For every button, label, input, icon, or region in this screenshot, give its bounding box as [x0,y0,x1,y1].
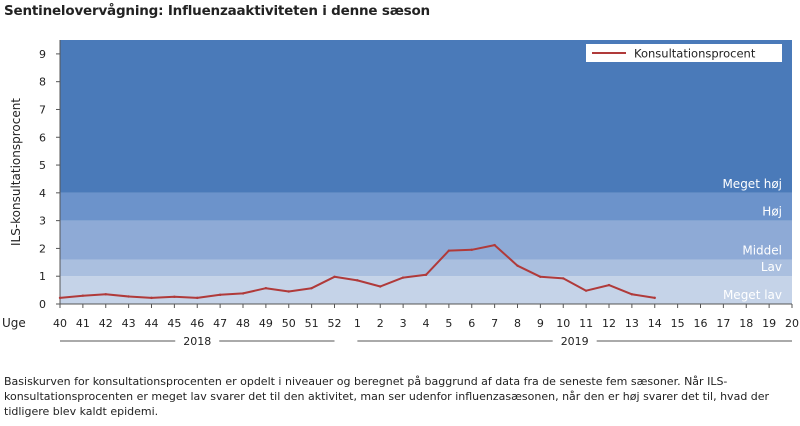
x-tick-label: 49 [259,317,273,330]
data-point [241,292,245,295]
data-point [562,277,565,280]
y-tick-label: 5 [39,159,46,172]
legend-label: Konsultationsprocent [634,47,756,61]
x-tick-label: 10 [556,317,570,330]
x-tick-label: 15 [671,317,685,330]
data-point [264,286,268,290]
x-tick-label: 17 [716,317,730,330]
y-axis-label: ILS-konsultationsprocent [9,98,23,246]
x-axis-label: Uge [2,316,26,330]
data-point [424,273,428,277]
data-point [401,276,405,279]
x-tick-label: 19 [762,317,776,330]
data-point [584,289,588,292]
band-høj [60,192,792,221]
band-label-middel: Middel [742,244,782,258]
x-tick-label: 51 [305,317,319,330]
data-point [104,293,107,296]
data-point [539,275,542,278]
data-point [653,296,656,300]
year-label-2019: 2019 [561,335,589,348]
x-tick-label: 43 [122,317,136,330]
y-tick-label: 1 [39,270,46,283]
data-point [379,285,382,288]
x-tick-label: 5 [445,317,452,330]
data-point [447,249,451,252]
data-point [333,275,336,278]
x-tick-label: 46 [190,317,204,330]
band-middel [60,220,792,260]
x-tick-label: 44 [145,317,159,330]
data-point [470,248,473,252]
x-tick-label: 4 [423,317,430,330]
y-tick-label: 9 [39,48,46,61]
band-meget-høj [60,40,792,193]
data-point [516,264,519,267]
x-tick-label: 1 [354,317,361,330]
x-tick-label: 18 [739,317,753,330]
year-label-2018: 2018 [183,335,211,348]
footnote-text: Basiskurven for konsultationsprocenten e… [4,375,770,418]
data-point [127,295,130,298]
data-point [287,290,290,293]
x-tick-label: 20 [785,317,799,330]
y-tick-label: 7 [39,103,46,116]
data-point [81,294,85,297]
y-tick-label: 2 [39,242,46,255]
band-label-meget-lav: Meget lav [723,288,782,302]
y-tick-label: 0 [39,298,46,311]
x-tick-label: 9 [537,317,544,330]
y-tick-label: 4 [39,187,46,200]
x-tick-label: 11 [579,317,593,330]
x-tick-label: 3 [400,317,407,330]
x-tick-label: 8 [514,317,521,330]
x-tick-label: 52 [328,317,342,330]
data-point [218,293,222,297]
band-lav [60,259,792,277]
x-tick-label: 42 [99,317,113,330]
x-tick-label: 48 [236,317,250,330]
data-point [173,295,176,298]
y-tick-label: 6 [39,131,46,144]
data-point [196,296,199,300]
x-tick-label: 12 [602,317,616,330]
data-point [607,283,611,287]
data-point [630,293,634,296]
band-label-lav: Lav [761,260,782,274]
x-tick-label: 7 [491,317,498,330]
x-tick-label: 41 [76,317,90,330]
data-point [58,296,62,300]
footnote: Basiskurven for konsultationsprocenten e… [4,374,796,419]
band-meget-lav [60,276,792,304]
x-tick-label: 2 [377,317,384,330]
data-point [356,279,359,282]
band-label-høj: Høj [762,205,782,219]
legend: Konsultationsprocent [586,44,782,62]
x-tick-label: 16 [694,317,708,330]
x-tick-label: 50 [282,317,296,330]
x-tick-label: 14 [648,317,662,330]
y-tick-label: 8 [39,76,46,89]
y-tick-label: 3 [39,215,46,228]
chart-title: Sentinelovervågning: Influenzaaktivitete… [4,3,430,19]
data-point [150,296,153,300]
legend-box [586,44,782,62]
x-tick-label: 47 [213,317,227,330]
x-tick-label: 13 [625,317,639,330]
x-tick-label: 45 [167,317,181,330]
data-point [493,243,496,247]
data-point [310,286,313,290]
x-tick-label: 6 [468,317,475,330]
x-tick-label: 40 [53,317,67,330]
band-label-meget-høj: Meget høj [722,177,782,191]
